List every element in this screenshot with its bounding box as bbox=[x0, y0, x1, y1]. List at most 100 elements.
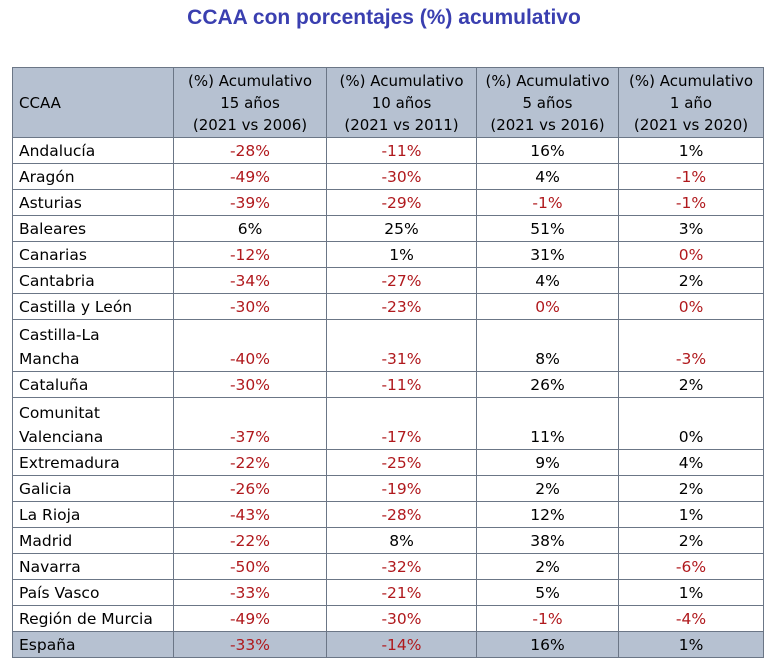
value-cell: -21% bbox=[326, 579, 477, 606]
value-cell: 2% bbox=[618, 267, 764, 294]
value-cell: -14% bbox=[326, 631, 477, 658]
value-cell: -26% bbox=[173, 475, 327, 502]
value-cell: 38% bbox=[476, 527, 619, 554]
header-line: (2021 vs 2011) bbox=[344, 115, 459, 134]
region-name-line: Castilla-La bbox=[19, 326, 100, 344]
header-row: CCAA (%) Acumulativo 15 años (2021 vs 20… bbox=[12, 67, 764, 138]
table-row: Madrid -22% 8% 38% 2% bbox=[12, 527, 764, 554]
region-name: País Vasco bbox=[12, 579, 174, 606]
page-title: CCAA con porcentajes (%) acumulativo bbox=[187, 6, 581, 29]
value-cell: 6% bbox=[173, 215, 327, 242]
value-cell: -11% bbox=[326, 371, 477, 398]
value-cell: -39% bbox=[173, 189, 327, 216]
region-name-line: Cantabria bbox=[19, 272, 95, 290]
region-name-line: Mancha bbox=[19, 350, 80, 368]
region-name: Cantabria bbox=[12, 267, 174, 294]
header-line: 1 año bbox=[669, 93, 713, 112]
table-body: Andalucía -28% -11% 16% 1% Aragón -49% -30% 4% -1… bbox=[12, 137, 764, 658]
region-name-line: Galicia bbox=[19, 480, 72, 498]
header-line: (%) Acumulativo bbox=[339, 71, 464, 90]
header-line: (%) Acumulativo bbox=[628, 71, 754, 90]
value-cell: -1% bbox=[618, 163, 764, 190]
header-line: 10 años bbox=[371, 93, 432, 112]
value-cell: -37% bbox=[173, 397, 327, 450]
value-cell: 2% bbox=[618, 475, 764, 502]
value-cell: -40% bbox=[173, 319, 327, 372]
region-name-line: Región de Murcia bbox=[19, 610, 153, 628]
value-cell: 16% bbox=[476, 137, 619, 164]
header-1-year: (%) Acumulativo 1 año (2021 vs 2020) bbox=[618, 67, 764, 138]
region-name: Madrid bbox=[12, 527, 174, 554]
value-cell: -12% bbox=[173, 241, 327, 268]
region-name: España bbox=[12, 631, 174, 658]
header-line: (2021 vs 2006) bbox=[192, 115, 308, 134]
region-name-line: Cataluña bbox=[19, 376, 89, 394]
header-line: (2021 vs 2020) bbox=[633, 115, 749, 134]
value-cell: -49% bbox=[173, 163, 327, 190]
table-row: Asturias -39% -29% -1% -1% bbox=[12, 189, 764, 216]
table-row: Baleares 6% 25% 51% 3% bbox=[12, 215, 764, 242]
value-cell: 8% bbox=[476, 319, 619, 372]
region-name-line: Aragón bbox=[19, 168, 75, 186]
value-cell: 31% bbox=[476, 241, 619, 268]
value-cell: -30% bbox=[173, 293, 327, 320]
value-cell: 1% bbox=[618, 137, 764, 164]
value-cell: -25% bbox=[326, 449, 477, 476]
value-cell: -30% bbox=[173, 371, 327, 398]
table-row: Cantabria -34% -27% 4% 2% bbox=[12, 267, 764, 294]
value-cell: 25% bbox=[326, 215, 477, 242]
value-cell: 26% bbox=[476, 371, 619, 398]
region-name: Aragón bbox=[12, 163, 174, 190]
value-cell: 0% bbox=[618, 397, 764, 450]
value-cell: -33% bbox=[173, 631, 327, 658]
region-name-line: La Rioja bbox=[19, 506, 81, 524]
region-name-line: Valenciana bbox=[19, 428, 104, 446]
value-cell: 2% bbox=[618, 527, 764, 554]
region-name-line: Comunitat bbox=[19, 404, 101, 422]
value-cell: -1% bbox=[618, 189, 764, 216]
value-cell: -34% bbox=[173, 267, 327, 294]
header-line: (%) Acumulativo bbox=[485, 71, 610, 90]
value-cell: 0% bbox=[476, 293, 619, 320]
value-cell: 12% bbox=[476, 501, 619, 528]
value-cell: -28% bbox=[326, 501, 477, 528]
value-cell: 1% bbox=[618, 631, 764, 658]
value-cell: -4% bbox=[618, 605, 764, 632]
region-name: Canarias bbox=[12, 241, 174, 268]
header-line: 15 años bbox=[220, 93, 280, 112]
value-cell: 5% bbox=[476, 579, 619, 606]
region-name: Castilla-La Mancha bbox=[12, 319, 174, 372]
header-ccaa: CCAA bbox=[12, 67, 174, 138]
header-line: (%) Acumulativo bbox=[187, 71, 313, 90]
header-line: (2021 vs 2016) bbox=[490, 115, 605, 134]
value-cell: -27% bbox=[326, 267, 477, 294]
region-name-line: Madrid bbox=[19, 532, 73, 550]
region-name-line: Asturias bbox=[19, 194, 82, 212]
value-cell: -19% bbox=[326, 475, 477, 502]
value-cell: 0% bbox=[618, 241, 764, 268]
region-name-line: Baleares bbox=[19, 220, 87, 238]
value-cell: 51% bbox=[476, 215, 619, 242]
table-row: Andalucía -28% -11% 16% 1% bbox=[12, 137, 764, 164]
total-row: España -33% -14% 16% 1% bbox=[12, 631, 764, 658]
region-name-line: País Vasco bbox=[19, 584, 100, 602]
table-row: Castilla y León -30% -23% 0% 0% bbox=[12, 293, 764, 320]
value-cell: 8% bbox=[326, 527, 477, 554]
value-cell: 4% bbox=[476, 267, 619, 294]
header-line: 5 años bbox=[522, 93, 573, 112]
value-cell: -1% bbox=[476, 189, 619, 216]
region-name: Galicia bbox=[12, 475, 174, 502]
value-cell: 11% bbox=[476, 397, 619, 450]
value-cell: -28% bbox=[173, 137, 327, 164]
value-cell: 4% bbox=[618, 449, 764, 476]
region-name: Baleares bbox=[12, 215, 174, 242]
region-name: Región de Murcia bbox=[12, 605, 174, 632]
region-name: Andalucía bbox=[12, 137, 174, 164]
value-cell: -30% bbox=[326, 605, 477, 632]
region-name: Navarra bbox=[12, 553, 174, 580]
region-name: Castilla y León bbox=[12, 293, 174, 320]
value-cell: 1% bbox=[618, 501, 764, 528]
table-row: Región de Murcia -49% -30% -1% -4% bbox=[12, 605, 764, 632]
value-cell: 3% bbox=[618, 215, 764, 242]
region-name-line: Andalucía bbox=[19, 142, 96, 160]
